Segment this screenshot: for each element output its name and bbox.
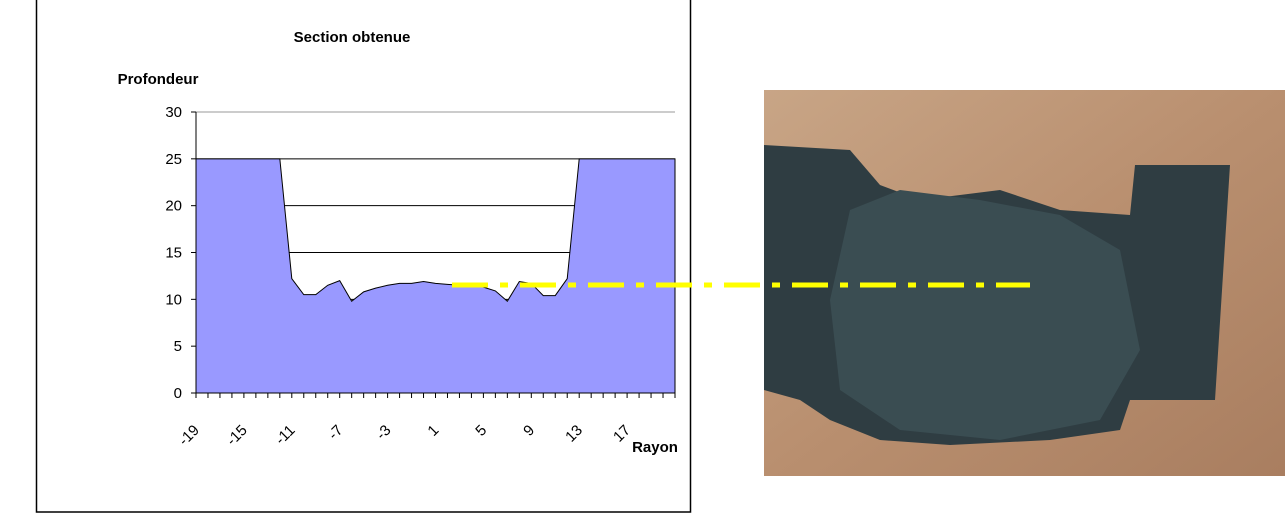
y-tick-label: 15: [165, 245, 182, 262]
chart-title: Section obtenue: [294, 29, 411, 46]
y-tick-label: 30: [165, 104, 182, 121]
y-tick-label: 5: [174, 338, 182, 355]
y-tick-label: 10: [165, 291, 182, 308]
y-axis-label: Profondeur: [118, 71, 199, 88]
y-tick-label: 0: [174, 385, 182, 402]
y-tick-label: 25: [165, 151, 182, 168]
x-axis-label: Rayon: [632, 439, 678, 456]
area: [195, 158, 676, 394]
y-tick-label: 20: [165, 198, 182, 215]
photo-chips: [830, 190, 1140, 440]
